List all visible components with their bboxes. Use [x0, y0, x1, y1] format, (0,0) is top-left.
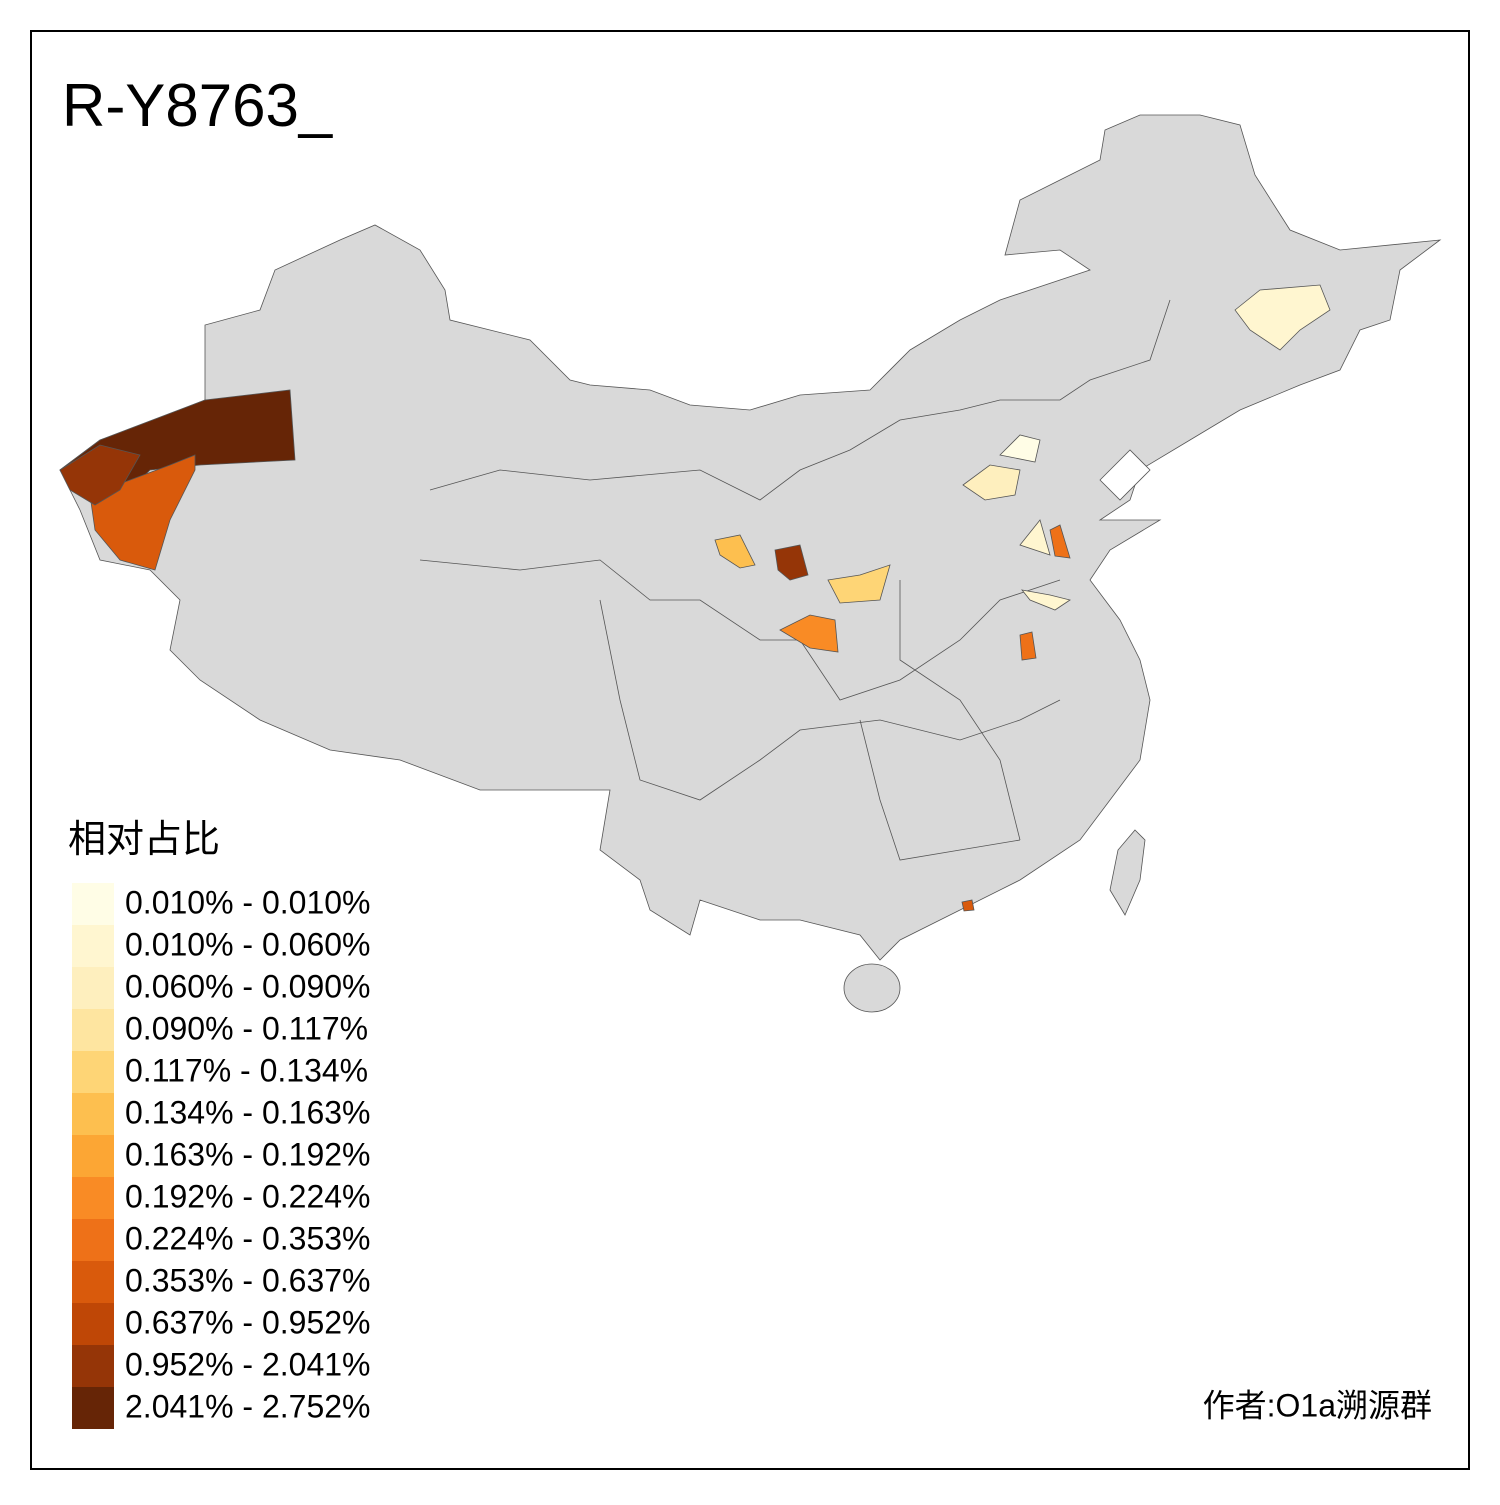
- region-xinjiang-south: [89, 454, 196, 571]
- region-hebei: [962, 464, 1021, 501]
- region-shandong-east: [1049, 524, 1071, 559]
- bohai: [1099, 449, 1151, 501]
- land: [59, 114, 1442, 961]
- hainan: [843, 963, 901, 1013]
- legend-swatch: [72, 967, 114, 1009]
- taiwan: [1109, 829, 1146, 916]
- legend: 0.010% - 0.010% 0.010% - 0.060% 0.060% - 0…: [72, 883, 371, 1429]
- legend-label: 0.353% - 0.637%: [125, 1262, 371, 1298]
- legend-swatch: [72, 1093, 114, 1135]
- legend-swatch: [72, 1219, 114, 1261]
- china-map: [59, 114, 1442, 1013]
- region-shaanxi: [827, 564, 891, 604]
- legend-swatch: [72, 1261, 114, 1303]
- region-xinjiang-kashgar: [59, 444, 141, 506]
- legend-label: 0.952% - 2.041%: [125, 1346, 371, 1382]
- province-borders: [419, 299, 1171, 861]
- legend-swatch: [72, 1387, 114, 1429]
- credit: 作者:O1a溯源群: [1203, 1387, 1432, 1423]
- legend-swatch: [72, 1177, 114, 1219]
- region-gansu-south: [779, 614, 839, 653]
- legend-swatch: [72, 925, 114, 967]
- legend-label: 0.224% - 0.353%: [125, 1220, 371, 1256]
- legend-label: 0.010% - 0.010%: [125, 884, 371, 920]
- legend-label: 0.060% - 0.090%: [125, 968, 371, 1004]
- legend-swatch: [72, 1009, 114, 1051]
- region-beijing: [999, 434, 1041, 463]
- legend-label: 0.117% - 0.134%: [125, 1052, 368, 1088]
- legend-swatch: [72, 1135, 114, 1177]
- region-anhui: [1019, 631, 1037, 661]
- legend-swatch: [72, 1345, 114, 1387]
- legend-label: 0.192% - 0.224%: [125, 1178, 371, 1214]
- region-ningxia: [774, 544, 809, 581]
- region-shandong: [1019, 519, 1051, 556]
- region-jiangsu: [1021, 589, 1071, 611]
- legend-label: 0.134% - 0.163%: [125, 1094, 371, 1130]
- legend-label: 0.010% - 0.060%: [125, 926, 371, 962]
- map-title: R-Y8763_: [62, 72, 334, 139]
- legend-title: 相对占比: [68, 819, 220, 861]
- region-guangdong: [961, 899, 975, 912]
- legend-swatch: [72, 1303, 114, 1345]
- legend-swatch: [72, 883, 114, 925]
- legend-label: 0.163% - 0.192%: [125, 1136, 371, 1172]
- legend-label: 0.090% - 0.117%: [125, 1010, 368, 1046]
- legend-swatch: [72, 1051, 114, 1093]
- region-heilongjiang: [1234, 284, 1331, 351]
- region-gansu: [714, 534, 756, 569]
- legend-label: 2.041% - 2.752%: [125, 1388, 371, 1424]
- legend-label: 0.637% - 0.952%: [125, 1304, 371, 1340]
